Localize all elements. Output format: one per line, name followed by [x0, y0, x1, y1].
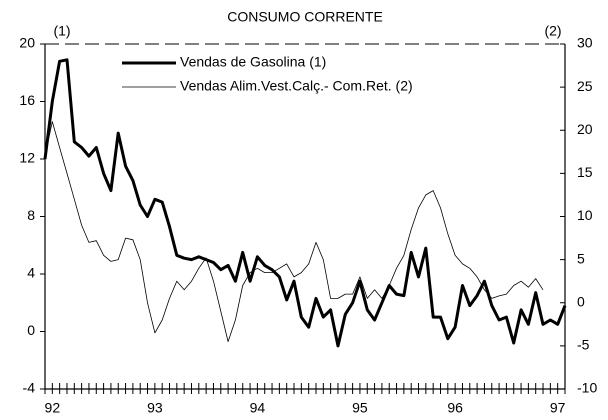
y2-tick-label: -10 [577, 380, 597, 396]
chart-title: CONSUMO CORRENTE [227, 9, 383, 25]
y2-tick-label: 0 [577, 293, 585, 309]
y-tick-label: 0 [27, 322, 35, 338]
y2-tick-label: 20 [577, 121, 593, 137]
x-tick-label: 93 [147, 400, 163, 416]
y-tick-label: 8 [27, 207, 35, 223]
series-line [44, 121, 544, 342]
legend-label: Vendas Alim.Vest.Calç.- Com.Ret. (2) [180, 78, 413, 94]
y2-axis-label: (2) [544, 23, 561, 39]
y-tick-label: 4 [27, 265, 35, 281]
x-tick-label: 97 [550, 400, 566, 416]
legend: Vendas de Gasolina (1) Vendas Alim.Vest.… [122, 54, 413, 94]
y2-tick-label: 25 [577, 78, 593, 94]
y2-tick-label: 30 [577, 35, 593, 51]
y2-tick-label: 15 [577, 164, 593, 180]
x-tick-label: 96 [447, 400, 463, 416]
y2-tick-label: 5 [577, 250, 585, 266]
x-tick-label: 92 [45, 400, 61, 416]
y-tick-label: 12 [19, 150, 35, 166]
x-tick-label: 95 [352, 400, 368, 416]
series-line [43, 58, 567, 348]
x-tick-label: 94 [250, 400, 266, 416]
y2-tick-label: 10 [577, 207, 593, 223]
y2-tick-label: -5 [577, 337, 590, 353]
y-tick-label: 20 [19, 35, 35, 51]
y-tick-label: 16 [19, 92, 35, 108]
y-axis-label: (1) [53, 23, 70, 39]
y-tick-label: -4 [23, 380, 36, 396]
legend-label: Vendas de Gasolina (1) [180, 54, 326, 70]
